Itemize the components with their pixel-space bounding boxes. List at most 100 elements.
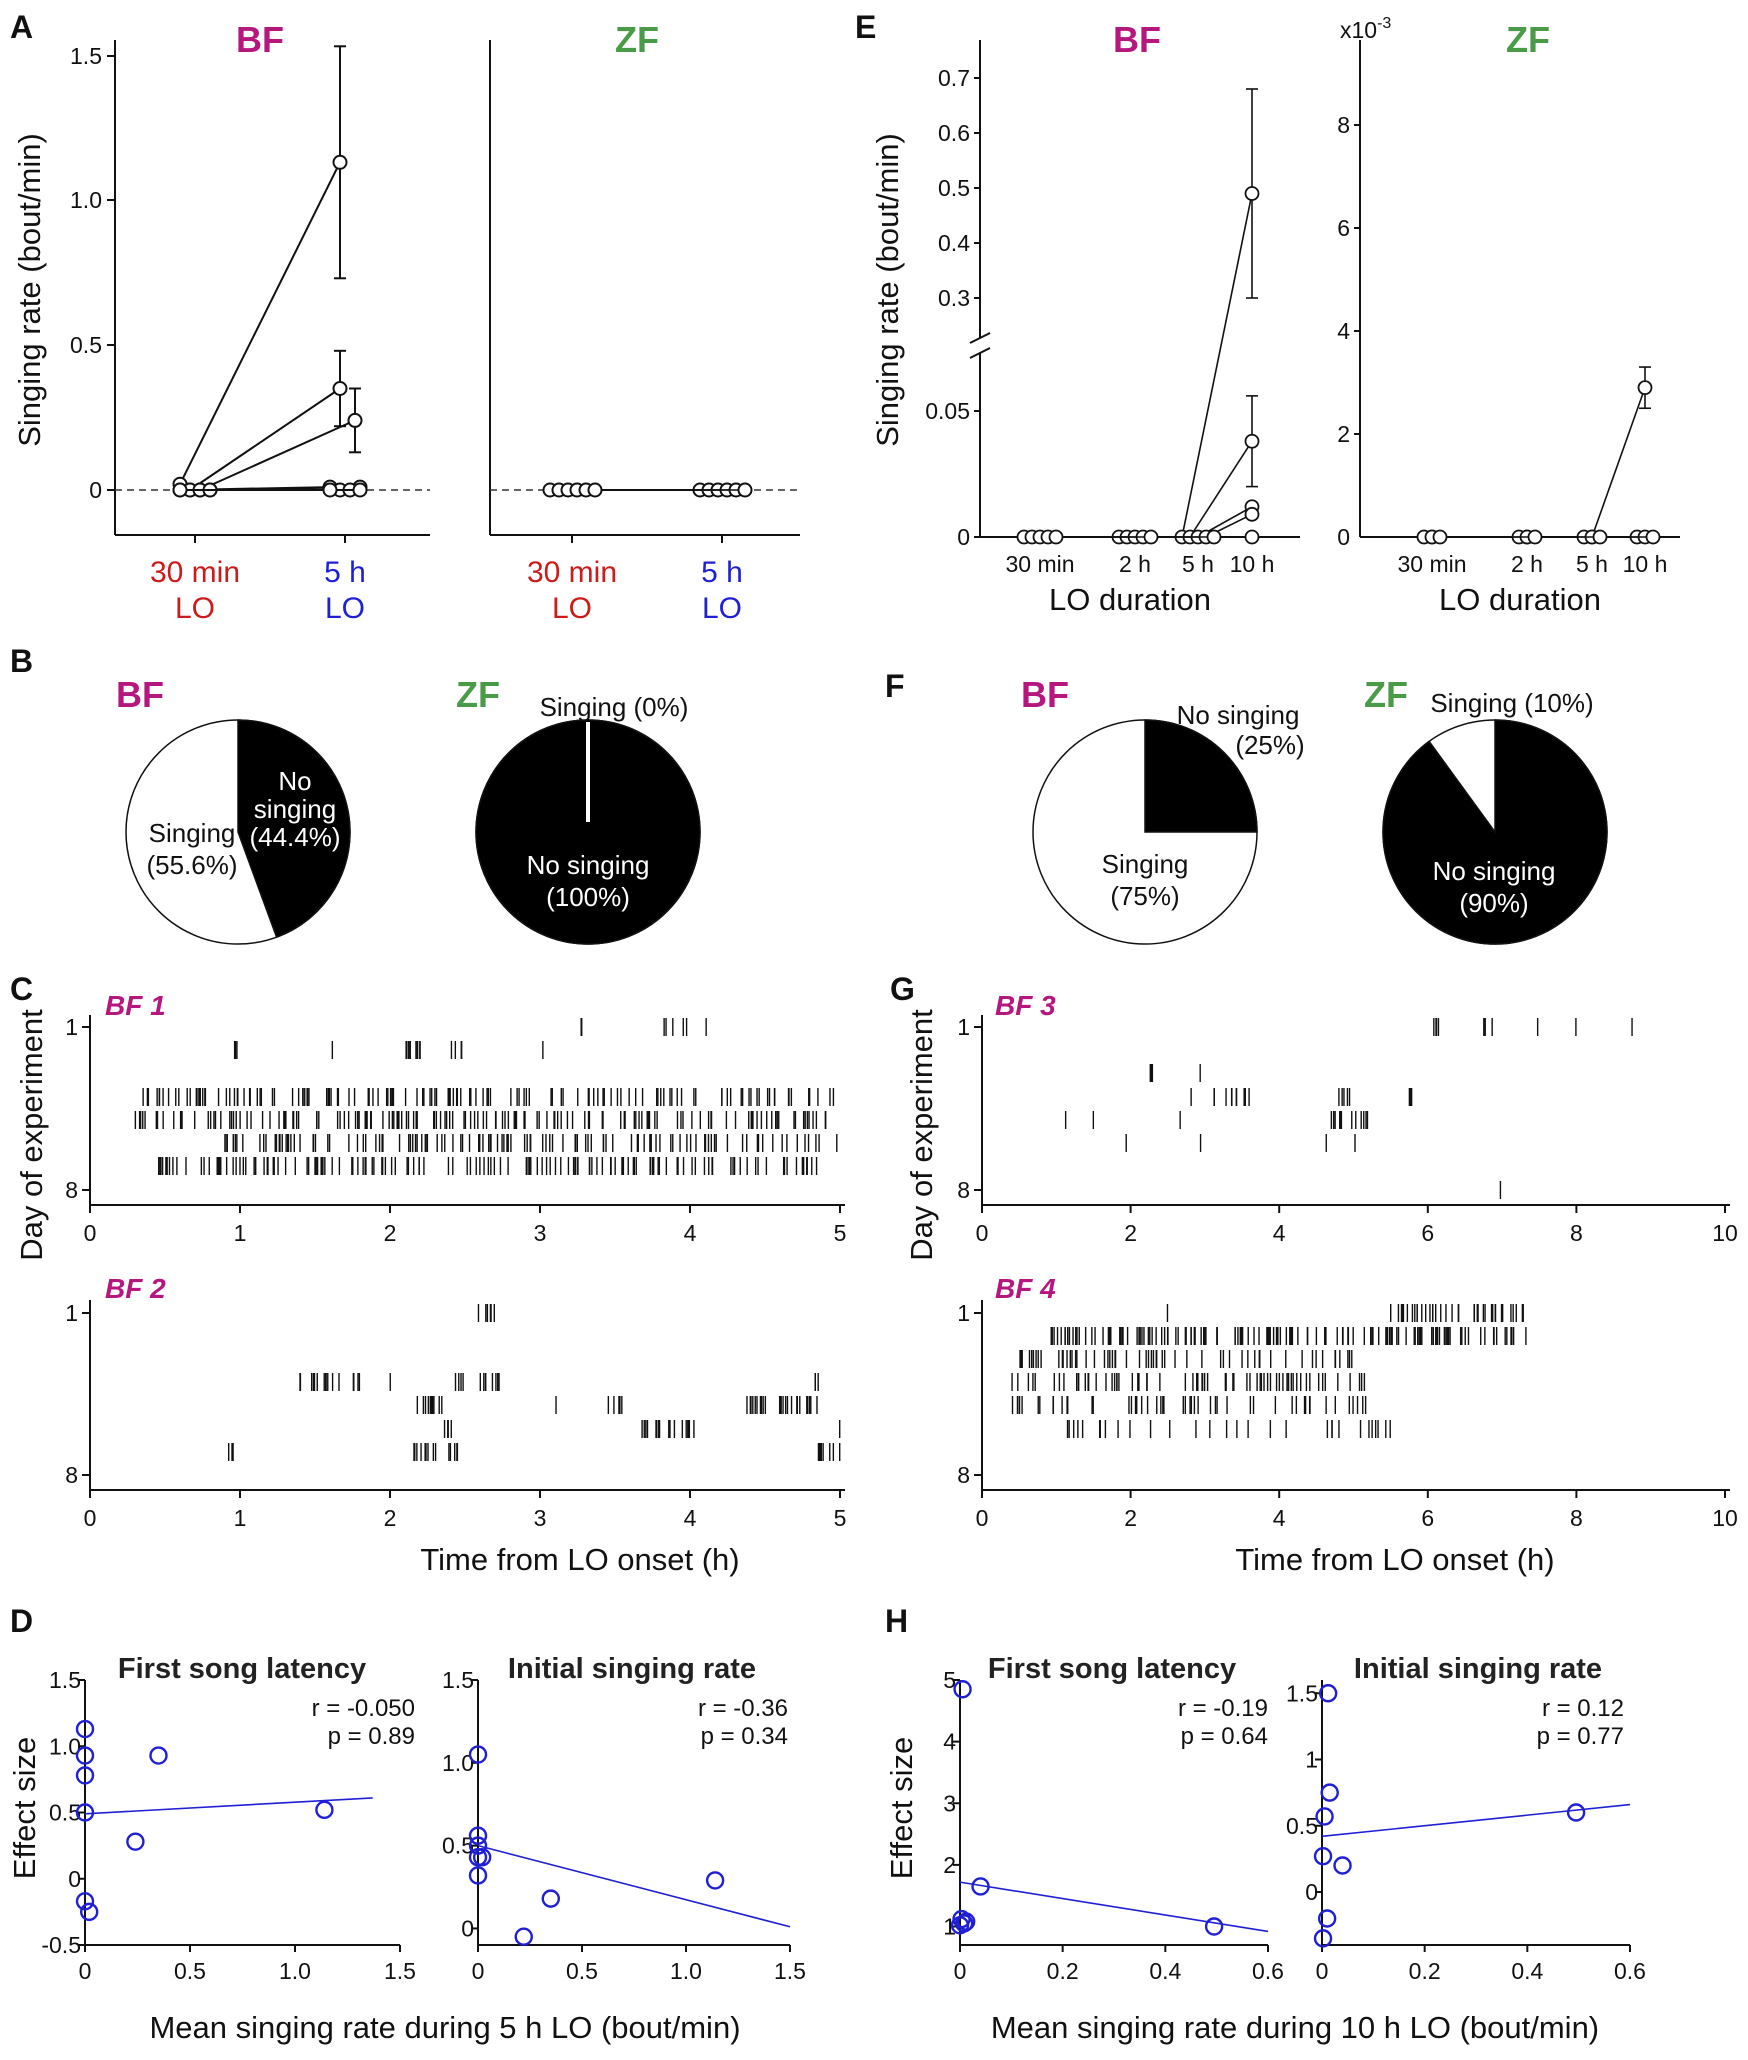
- a-zf-x2a: 5 h: [701, 556, 743, 589]
- a-bf-point: [352, 482, 368, 498]
- c-day8: 8: [65, 1177, 78, 1203]
- scatter-point: [541, 1889, 560, 1908]
- a-zf-point: [587, 482, 603, 498]
- scatter-point: [149, 1746, 168, 1765]
- g-day8: 8: [957, 1462, 970, 1488]
- b-bf-title: BF: [116, 674, 164, 715]
- e-zf-ytick: 8: [1337, 112, 1350, 138]
- x-tick-label: 4: [684, 1220, 697, 1246]
- panel-c: C BF 1 BF 2 Day of experiment 1 8 1 8 0 1…: [10, 971, 846, 1577]
- h-right-scatter: 0 0.5 1 1.5 0 0.2 0.4 0.6: [1286, 1680, 1646, 1984]
- a-bf-line: [179, 161, 341, 485]
- x-tick-label: 0.5: [174, 1958, 206, 1984]
- regression-line: [477, 1844, 791, 1928]
- scatter-point: [468, 1836, 488, 1855]
- y-tick-label: 0.5: [49, 1800, 81, 1826]
- y-tick-label: 1.5: [1286, 1680, 1318, 1706]
- e-bf-title: BF: [1113, 19, 1161, 60]
- panel-label-f: F: [885, 668, 905, 704]
- scatter-point: [1313, 1929, 1333, 1948]
- x-tick-label: 0.5: [566, 1958, 598, 1984]
- d-xlabel: Mean singing rate during 5 h LO (bout/mi…: [149, 2010, 740, 2045]
- x-tick-label: 1.0: [279, 1958, 311, 1984]
- scatter-point: [315, 1800, 334, 1820]
- x-tick-label: 0: [1316, 1958, 1329, 1984]
- a-bf-point: [172, 482, 188, 498]
- scatter-point: [468, 1866, 488, 1885]
- a-bf-point: [332, 381, 348, 396]
- c-xlabel: Time from LO onset (h): [420, 1542, 739, 1577]
- e-bf-series: [1016, 88, 1260, 545]
- f-bf-singing-b: (75%): [1110, 881, 1179, 911]
- g-raster2-events: [1011, 1304, 1527, 1438]
- e-zf-point: [1527, 529, 1543, 545]
- c-day1: 1: [65, 1300, 78, 1326]
- scatter-point: [1315, 1807, 1334, 1826]
- panel-a: A BF ZF Singing rate (bout/min) 0 0.5 1.…: [10, 9, 800, 625]
- a-zf-series: [542, 482, 753, 498]
- x-tick-label: 0.6: [1252, 1958, 1284, 1984]
- x-tick-label: 0: [79, 1958, 92, 1984]
- e-ytick: 0.3: [938, 285, 970, 311]
- h-left-r: r = -0.19: [1178, 1695, 1268, 1722]
- a-ytick: 1.5: [70, 43, 102, 69]
- e-bf-point: [1206, 529, 1222, 545]
- f-bf-singing-a: Singing: [1102, 849, 1189, 879]
- e-zf-exp-sup: -3: [1377, 15, 1391, 32]
- y-tick-label: 0.5: [1286, 1813, 1318, 1839]
- x-tick-label: 3: [534, 1220, 547, 1246]
- f-zf-nosing-b: (90%): [1459, 888, 1528, 918]
- a-ytick: 0.5: [70, 332, 102, 358]
- y-tick-label: -0.5: [41, 1932, 81, 1958]
- y-tick-label: 0.5: [442, 1833, 474, 1859]
- regression-line: [1321, 1803, 1631, 1838]
- scatter-point: [1313, 1847, 1333, 1866]
- x-tick-label: 5: [834, 1220, 847, 1246]
- panel-e: E BF ZF Singing rate (bout/min) 0 0.05 0…: [855, 9, 1680, 617]
- scatter-point: [1204, 1917, 1224, 1936]
- e-zf-point: [1637, 380, 1653, 396]
- y-tick-label: 3: [943, 1790, 956, 1816]
- panel-d: D Effect size First song latency Initial…: [7, 1603, 806, 2045]
- a-bf-axes: 30 min LO 5 h LO: [115, 489, 430, 625]
- e-bf-xtick: 10 h: [1230, 551, 1275, 577]
- f-zf-singing-label: Singing (10%): [1430, 688, 1593, 718]
- e-zf-xtick: 30 min: [1397, 551, 1466, 577]
- g-raster1-title: BF 3: [995, 990, 1056, 1021]
- b-bf-nosing-a: No: [278, 766, 311, 796]
- e-bf-xtick: 30 min: [1005, 551, 1074, 577]
- c-raster2-title: BF 2: [105, 1273, 166, 1304]
- h-left-title: First song latency: [988, 1653, 1236, 1685]
- d-left-title: First song latency: [118, 1653, 366, 1685]
- scatter-point: [953, 1680, 972, 1699]
- x-tick-label: 1.5: [384, 1958, 416, 1984]
- scatter-point: [75, 1803, 95, 1822]
- x-tick-label: 2: [384, 1220, 397, 1246]
- b-bf-nosing-b: singing: [254, 794, 336, 824]
- e-bf-point: [1244, 433, 1260, 449]
- a-zf-point: [737, 482, 753, 498]
- e-zf-ytick: 0: [1337, 524, 1350, 550]
- d-right-r: r = -0.36: [698, 1695, 788, 1722]
- e-bf-xlabel: LO duration: [1049, 582, 1211, 617]
- x-tick-label: 10: [1712, 1505, 1738, 1531]
- scatter-point: [1317, 1909, 1337, 1928]
- a-ylabel: Singing rate (bout/min): [12, 133, 47, 447]
- e-bf-point: [1048, 529, 1064, 545]
- b-zf-nosing-b: (100%): [546, 882, 630, 912]
- y-tick-label: 1.5: [49, 1667, 81, 1693]
- x-tick-label: 0.2: [1409, 1958, 1441, 1984]
- panel-label-d: D: [10, 1603, 33, 1639]
- e-bf-point: [1143, 529, 1159, 545]
- a-bf-x1a: 30 min: [150, 556, 240, 589]
- e-bf-xtick: 5 h: [1182, 551, 1214, 577]
- h-right-p: p = 0.77: [1537, 1723, 1624, 1750]
- e-zf-line: [1591, 387, 1646, 538]
- y-tick-label: 4: [943, 1729, 956, 1755]
- y-tick-label: 0: [1305, 1879, 1318, 1905]
- x-tick-label: 6: [1421, 1220, 1434, 1246]
- scatter-point: [950, 1916, 970, 1935]
- e-zf-point: [1592, 529, 1608, 545]
- x-tick-label: 1: [234, 1505, 247, 1531]
- a-bf-point: [332, 154, 348, 170]
